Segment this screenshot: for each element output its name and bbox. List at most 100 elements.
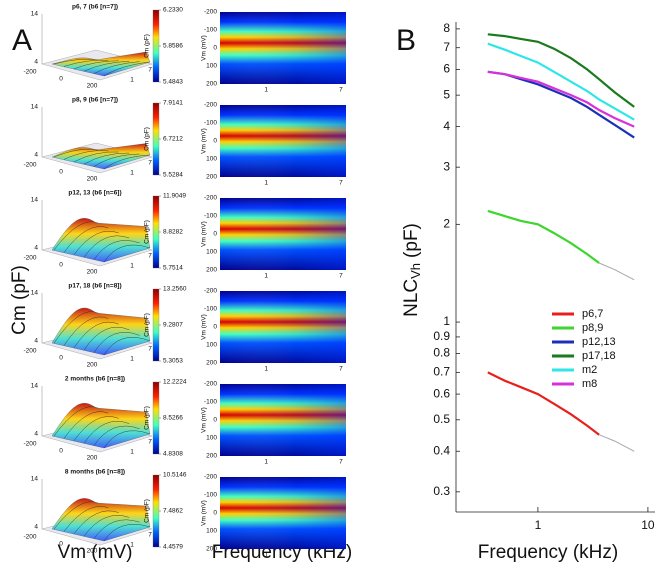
line: [487, 42, 635, 121]
colorbar-label: Cm (pF): [144, 34, 151, 58]
x-tick-label: 0: [59, 541, 63, 548]
y-tick-label: 0.6: [433, 386, 450, 400]
y-tick-label: -100: [204, 306, 217, 313]
colorbar-tick-label: 5.3053: [163, 358, 183, 365]
x-tick-label: 7: [339, 459, 343, 466]
y-tick-label: 0.7: [433, 365, 450, 379]
legend-label: m8: [582, 378, 597, 390]
colorbar-tick-label: 4.8308: [163, 451, 183, 458]
surface-contour: [83, 152, 130, 165]
x-tick-label: 7: [339, 366, 343, 373]
subplot-title: p8, 9 (b6 [n=7]): [72, 97, 118, 104]
y-tick-label: 3: [443, 159, 450, 173]
x-tick-label: -200: [23, 255, 36, 262]
subplot-title: 8 months (b6 [n=8]): [65, 469, 125, 476]
line: [487, 209, 600, 264]
y-tick-label: -100: [204, 27, 217, 34]
colorbar-tick-label: 8.8282: [163, 229, 183, 236]
colorbar: [152, 474, 160, 548]
y-tick-label: -200: [204, 474, 217, 481]
x-tick-label: 1: [264, 366, 268, 373]
colorbar-label: Cm (pF): [144, 406, 151, 430]
y-tick-label: 200: [206, 81, 217, 88]
heatmap-y-label: Vm (mV): [201, 221, 208, 247]
y-tick-label: -100: [204, 492, 217, 499]
x-tick-label: -200: [23, 534, 36, 541]
subplot-title: p17, 18 (b6 [n=8]): [68, 283, 121, 290]
legend-label: p17,18: [582, 350, 616, 362]
panel-label: B: [396, 24, 416, 57]
legend-label: p12,13: [582, 336, 616, 348]
y-tick-label: 1: [130, 356, 134, 363]
heatmap-shade: [220, 12, 346, 84]
surface-contour: [53, 501, 99, 530]
heatmap-shade: [220, 384, 346, 456]
x-tick-label: 200: [87, 269, 98, 276]
x-tick-label: 0: [59, 76, 63, 83]
colorbar-tick-label: 6.7212: [163, 136, 183, 143]
x-tick-label: -200: [23, 69, 36, 76]
y-tick-label: 0: [213, 510, 217, 517]
y-tick-label: 0: [213, 231, 217, 238]
subplot-title: p12, 13 (b6 [n=6]): [68, 190, 121, 197]
x-tick-label: 200: [87, 455, 98, 462]
x-tick-label: 200: [87, 176, 98, 183]
x-tick-label: 200: [87, 362, 98, 369]
colorbar-tick-label: 5.5284: [163, 172, 183, 179]
surface-contour: [103, 524, 151, 542]
z-tick-label: 14: [31, 104, 39, 111]
heatmap-shade: [220, 105, 346, 177]
y-tick-label: 8: [443, 21, 450, 35]
surface-contour: [53, 311, 99, 344]
legend-label: p8,9: [582, 322, 603, 334]
x-tick-label: 1: [535, 518, 542, 532]
y-tick-label: 1: [130, 77, 134, 84]
y-tick-label: 0.3: [433, 484, 450, 498]
x-tick-label: 7: [339, 180, 343, 187]
y-label-sub: Vh: [408, 263, 423, 279]
z-tick-label: 4: [34, 245, 38, 252]
x-tick-label: 10: [641, 518, 655, 532]
y-tick-label: 7: [443, 40, 450, 54]
surface-contour: [53, 221, 99, 251]
z-tick-label: 14: [31, 476, 39, 483]
y-tick-label: 0.5: [433, 412, 450, 426]
colorbar-tick-label: 7.4862: [163, 508, 183, 515]
heatmap-shade: [220, 477, 346, 549]
colorbar-tick-label: 4.4579: [163, 544, 183, 551]
colorbar: [152, 381, 160, 455]
surface-contour: [73, 151, 119, 162]
surface-contour: [83, 326, 130, 351]
colorbar-label: Cm (pF): [144, 127, 151, 151]
surface-contour: [103, 337, 151, 356]
heatmap-y-label: Vm (mV): [201, 407, 208, 433]
x-axis-label: Vm (mV): [58, 542, 133, 563]
y-tick-label: 5: [443, 87, 450, 101]
surface-contour: [93, 332, 140, 353]
y-tick-label: 7: [148, 532, 152, 539]
colorbar: [152, 195, 160, 269]
surface: [51, 143, 151, 170]
colorbar: [152, 288, 160, 362]
surface-contour: [93, 61, 140, 74]
surface-contour: [103, 244, 151, 263]
z-tick-label: 4: [34, 59, 38, 66]
y-tick-label: -100: [204, 213, 217, 220]
surface-contour: [73, 416, 119, 441]
subplot-title: 2 months (b6 [n=8]): [65, 376, 125, 383]
x-tick-label: 7: [339, 552, 343, 559]
y-label-main: NLC: [401, 279, 422, 317]
surface-contour: [103, 61, 151, 77]
colorbar-tick-label: 8.5266: [163, 415, 183, 422]
colorbar-tick-label: 9.2807: [163, 322, 183, 329]
z-tick-label: 14: [31, 383, 39, 390]
heatmap-shade: [220, 198, 346, 270]
z-tick-label: 14: [31, 290, 39, 297]
y-tick-label: 1: [130, 542, 134, 549]
y-tick-label: 100: [206, 156, 217, 163]
surface: [51, 51, 151, 77]
surface-contour: [63, 226, 109, 253]
y-tick-label: -200: [204, 195, 217, 202]
y-tick-label: 1: [130, 263, 134, 270]
